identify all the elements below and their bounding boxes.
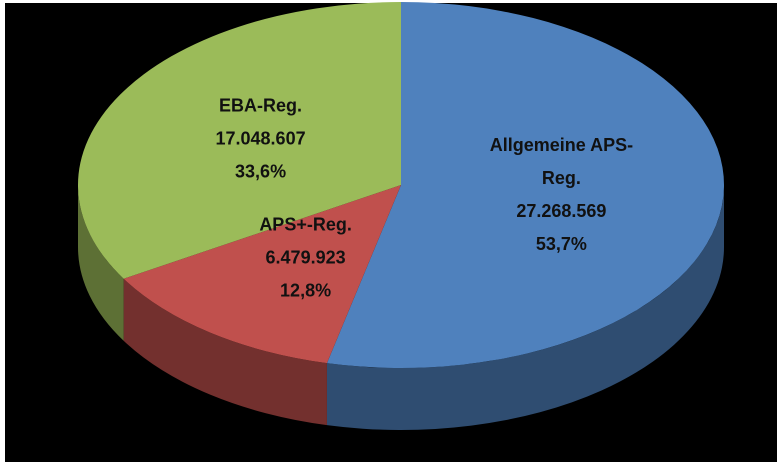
slice-name: APS+-Reg. bbox=[259, 215, 352, 235]
pie-slice bbox=[123, 185, 401, 364]
pie-side bbox=[123, 278, 327, 426]
slice-percent: 12,8% bbox=[280, 281, 331, 301]
slice-name: EBA-Reg. bbox=[219, 96, 302, 116]
slice-name-line: Reg. bbox=[542, 168, 581, 188]
slice-percent: 53,7% bbox=[536, 234, 587, 254]
pie-sides bbox=[78, 185, 724, 430]
slice-name: Allgemeine APS- Reg. bbox=[490, 135, 633, 188]
pie-labels: Allgemeine APS- Reg. 27.268.569 53,7% APS+-R… bbox=[216, 96, 634, 301]
slice-percent: 33,6% bbox=[235, 162, 286, 182]
pie-slice bbox=[326, 2, 725, 369]
pie-side bbox=[326, 185, 724, 430]
slice-value: 17.048.607 bbox=[216, 129, 306, 149]
pie-slice bbox=[78, 2, 402, 279]
pie-side bbox=[78, 185, 124, 341]
slice-name-line: Allgemeine APS- bbox=[490, 135, 633, 155]
slice-value: 6.479.923 bbox=[266, 248, 346, 268]
slice-value: 27.268.569 bbox=[516, 201, 606, 221]
pie-tops bbox=[78, 2, 725, 369]
